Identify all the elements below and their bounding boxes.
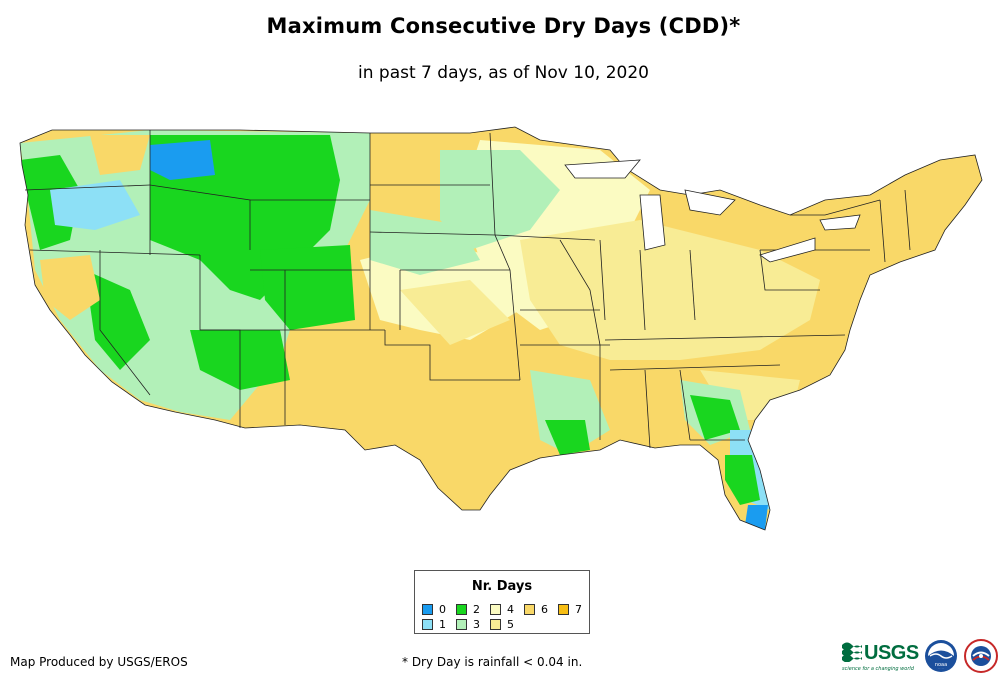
legend-title: Nr. Days [471,579,533,594]
region-5-days-kansas [400,280,510,345]
legend-swatch [558,604,569,615]
noaa-logo-text: noaa [935,662,947,668]
us-dry-days-map [19,126,983,531]
legend-swatch [490,604,501,615]
region-2-days-florida [725,455,760,505]
legend-label: 6 [541,603,548,616]
dry-day-footnote: * Dry Day is rainfall < 0.04 in. [402,655,583,669]
map-credit: Map Produced by USGS/EROS [10,655,188,669]
legend-label: 2 [473,603,480,616]
state-boundaries [19,126,983,531]
noaa-logo-icon: noaa [925,640,957,672]
usgs-wordmark: USGS [864,642,919,664]
agency-logos: USGS science for a changing world noaa [842,636,1002,676]
region-3-days-louisiana [530,370,610,455]
region-3-days-nebraska [370,210,480,275]
legend-label: 7 [575,603,582,616]
legend-label: 3 [473,618,480,631]
legend-label: 1 [439,618,446,631]
region-2-days-louisiana [545,420,590,455]
legend-item-2: 2 [456,603,480,616]
region-3-days-dakotas [440,150,560,250]
map-title: Maximum Consecutive Dry Days (CDD)* [266,14,741,38]
great-lakes [564,159,861,263]
usgs-tagline: science for a changing world [842,666,914,672]
region-1-days-washington [50,180,140,230]
region-6-days-california [40,255,100,320]
map-subtitle: in past 7 days, as of Nov 10, 2020 [358,63,649,83]
legend-item-1: 1 [422,618,446,631]
region-0-days-florida [745,505,768,530]
legend-item-6: 6 [524,603,548,616]
legend-item-7: 7 [558,603,582,616]
legend: Nr. Days 0 1 2 3 4 5 6 7 [414,570,590,634]
legend-label: 0 [439,603,446,616]
region-2-days-georgia [690,395,740,440]
legend-label: 4 [507,603,514,616]
legend-swatch [490,619,501,630]
legend-item-4: 4 [490,603,514,616]
legend-item-5: 5 [490,618,514,631]
legend-swatch [524,604,535,615]
region-6-days-oregon-inland [90,135,150,175]
region-5-days-midwest [520,220,820,360]
region-0-days-idaho [150,140,215,180]
legend-item-3: 3 [456,618,480,631]
legend-label: 5 [507,618,514,631]
usgs-wave-icon [842,642,862,663]
region-2-days-colorado [260,245,355,330]
legend-item-0: 0 [422,603,446,616]
legend-swatch [456,619,467,630]
usgs-logo: USGS science for a changing world [842,640,919,672]
legend-swatch [456,604,467,615]
legend-swatch [422,604,433,615]
nws-logo-icon [964,639,998,673]
region-2-days-nevada [85,270,150,370]
legend-swatch [422,619,433,630]
